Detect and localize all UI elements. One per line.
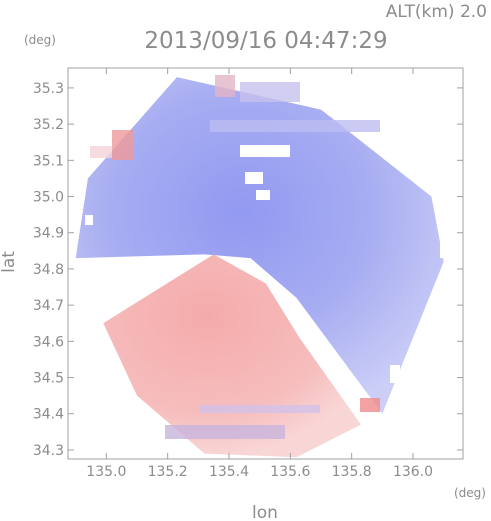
y-tick-label: 34.8 xyxy=(33,262,64,278)
no-data-gap xyxy=(240,145,290,157)
no-data-gaps xyxy=(85,145,448,383)
y-tick-label: 35.1 xyxy=(33,153,64,169)
plot-frame xyxy=(67,67,464,460)
y-axis-ticks: 34.3 34.4 34.5 34.6 34.7 34.8 34.9 35.0 35.1 35.2… xyxy=(33,81,463,459)
y-tick-label: 34.3 xyxy=(33,443,64,459)
y-tick-label: 34.4 xyxy=(33,407,64,423)
y-tick-label: 34.6 xyxy=(33,334,64,350)
velocity-field xyxy=(75,75,448,458)
y-tick-label: 35.3 xyxy=(33,81,64,97)
clutter-patch xyxy=(215,75,235,97)
clutter-patch xyxy=(200,405,320,413)
y-tick-label: 35.2 xyxy=(33,117,64,133)
x-tick-label: 135.2 xyxy=(148,464,188,480)
chart-title: 2013/09/16 04:47:29 xyxy=(144,28,387,54)
y-tick-label: 35.0 xyxy=(33,190,64,206)
x-tick-label: 135.0 xyxy=(86,464,126,480)
no-data-gap xyxy=(245,172,263,184)
clutter-patch xyxy=(165,425,285,439)
y-unit-label: (deg) xyxy=(24,33,56,47)
clutter-patch xyxy=(360,398,380,412)
clutter-patch xyxy=(112,130,134,160)
y-axis-label: lat xyxy=(0,251,19,273)
x-tick-label: 135.8 xyxy=(332,464,372,480)
no-data-gap xyxy=(440,240,448,258)
x-tick-label: 135.4 xyxy=(209,464,249,480)
altitude-label: ALT(km) 2.0 xyxy=(386,2,487,22)
x-tick-label: 135.6 xyxy=(270,464,310,480)
x-axis-ticks: 135.0 135.2 135.4 135.6 135.8 136.0 xyxy=(86,68,433,480)
clutter-patch xyxy=(240,82,300,102)
no-data-gap xyxy=(390,365,400,383)
no-data-gap xyxy=(85,215,93,225)
y-tick-label: 34.7 xyxy=(33,298,64,314)
y-tick-label: 34.5 xyxy=(33,371,64,387)
x-tick-label: 136.0 xyxy=(393,464,433,480)
clutter-patch xyxy=(210,120,380,132)
clutter-streaks xyxy=(90,75,380,439)
x-unit-label: (deg) xyxy=(454,486,486,500)
clutter-patch xyxy=(90,146,112,158)
no-data-gap xyxy=(256,190,270,200)
x-axis-label: lon xyxy=(252,503,278,521)
y-tick-label: 34.9 xyxy=(33,226,64,242)
approaching-velocity-region xyxy=(75,77,444,414)
